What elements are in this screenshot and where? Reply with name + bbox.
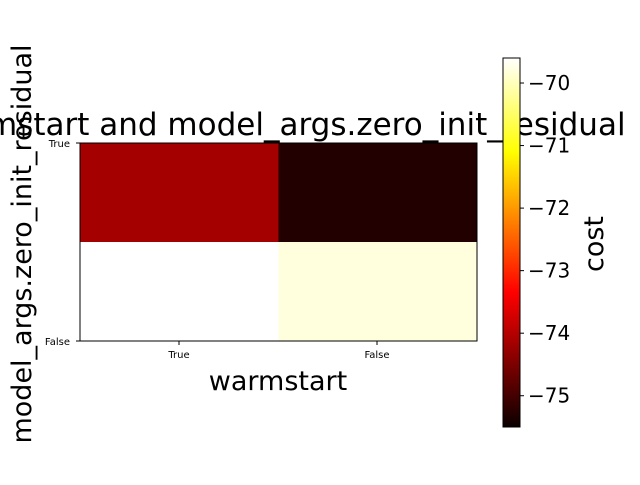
y-tick-label-1: False	[45, 337, 70, 348]
plot-frame	[79, 142, 478, 342]
heatmap-cell-1-0	[80, 242, 279, 341]
colorbar-label: cost	[579, 216, 610, 272]
colorbar-tick-label-4: −74	[528, 321, 570, 345]
heatmap-cell-0-1	[278, 143, 477, 242]
colorbar-ticks: −70 −71 −72 −73 −74 −75	[520, 71, 570, 408]
chart-title: warmstart and model_args.zero_init_resid…	[0, 107, 626, 143]
heatmap-cell-0-0	[80, 143, 279, 242]
colorbar-tick-label-2: −72	[528, 196, 570, 220]
heatmap-cell-1-1	[278, 242, 477, 341]
x-tick-label-0: True	[167, 350, 189, 361]
heatmap-cells	[80, 143, 477, 341]
y-axis-label: model_args.zero_init_residual	[7, 44, 38, 443]
x-axis-label: warmstart	[209, 366, 347, 397]
x-tick-label-1: False	[364, 350, 389, 361]
y-tick-label-0: True	[48, 139, 70, 150]
colorbar-tick-label-5: −75	[528, 384, 570, 408]
colorbar-tick-label-3: −73	[528, 259, 570, 283]
colorbar-tick-label-1: −71	[528, 134, 570, 158]
colorbar-tick-label-0: −70	[528, 71, 570, 95]
colorbar	[502, 57, 521, 428]
